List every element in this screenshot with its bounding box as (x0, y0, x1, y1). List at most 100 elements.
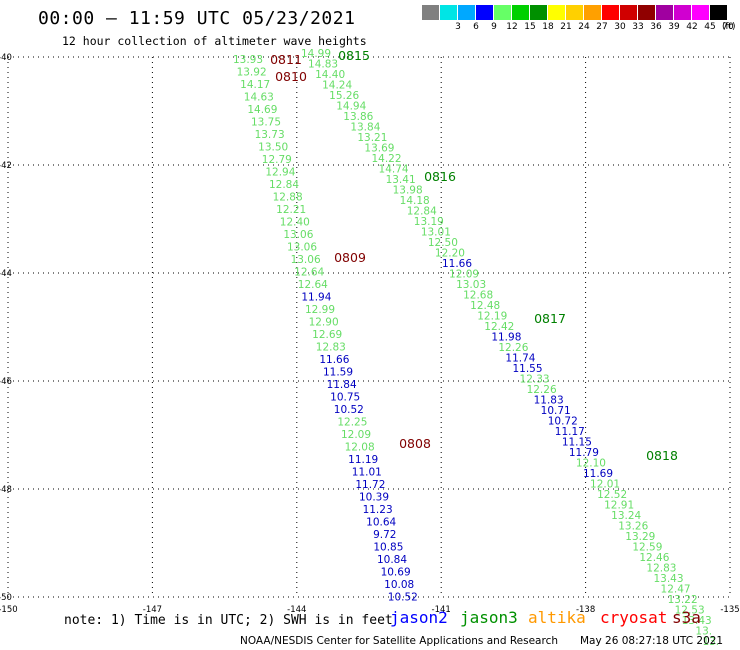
wave-height-value: 13.93 (233, 54, 263, 66)
wave-height-value: 11.72 (355, 479, 385, 491)
lon-tick-label: -147 (143, 605, 162, 615)
legend-swatch (674, 5, 691, 20)
wave-height-value: 10.52 (388, 592, 418, 604)
wave-height-value: 13.26 (618, 521, 648, 533)
wave-height-value: 13.41 (386, 174, 416, 186)
pass-time-label: 0815 (338, 48, 370, 63)
wave-height-value: 14.94 (336, 101, 366, 113)
wave-height-value: 14.99 (301, 48, 331, 60)
wave-height-value: 11.84 (327, 379, 357, 391)
wave-height-value: 12.52 (597, 489, 627, 501)
legend-tick-label: 33 (632, 22, 644, 32)
wave-height-value: 13.92 (237, 67, 267, 79)
pass-time-label: 0808 (399, 436, 431, 451)
wave-height-value: 12.01 (590, 479, 620, 491)
wave-height-value: 10.69 (381, 567, 411, 579)
wave-height-value: 13.22 (668, 594, 698, 606)
wave-height-value: 13.98 (393, 185, 423, 197)
wave-height-value: 12.42 (484, 321, 514, 333)
wave-height-value: 11.23 (363, 504, 393, 516)
wave-height-value: 11.94 (301, 292, 331, 304)
wave-height-value: 12.09 (341, 429, 371, 441)
legend-swatch (638, 5, 655, 20)
satellite-label-s3a: s3a (672, 608, 701, 627)
legend-tick-label: 15 (524, 22, 536, 32)
wave-height-value: 11.17 (555, 426, 585, 438)
wave-height-value: 13.01 (421, 227, 451, 239)
wave-height-value: 12.91 (604, 500, 634, 512)
wave-height-value: 12.19 (477, 311, 507, 323)
wave-height-value: 13.43 (653, 573, 683, 585)
wave-height-value: 12.21 (276, 204, 306, 216)
wave-height-value: 14.17 (240, 79, 270, 91)
wave-height-value: 12.83 (646, 563, 676, 575)
legend-swatch (530, 5, 547, 20)
satellite-label-jason2: jason2 (390, 608, 448, 627)
wave-height-value: 9.72 (373, 529, 396, 541)
legend-unit: (ft) (722, 22, 736, 32)
legend-swatch (656, 5, 673, 20)
wave-height-value: 13.24 (611, 510, 641, 522)
wave-height-value: 11.15 (562, 437, 592, 449)
lat-tick-label: -42 (0, 161, 12, 171)
legend-swatch (440, 5, 457, 20)
lat-tick-label: -48 (0, 485, 12, 495)
wave-height-value: 12.84 (269, 179, 299, 191)
pass-time-label: 0817 (534, 311, 566, 326)
footer-timestamp: May 26 08:27:18 UTC 2021 (580, 635, 724, 647)
wave-height-value: 12.08 (345, 442, 375, 454)
wave-height-value: 12.50 (428, 237, 458, 249)
wave-height-value: 12.84 (407, 206, 437, 218)
legend-tick-label: 39 (668, 22, 680, 32)
wave-height-value: 14.83 (308, 59, 338, 71)
footer-note: note: 1) Time is in UTC; 2) SWH is in fe… (64, 613, 393, 628)
wave-height-value: 10.64 (366, 517, 396, 529)
wave-height-value: 13.43 (682, 615, 712, 627)
legend-tick-label: 30 (614, 22, 626, 32)
wave-height-value: 11.98 (491, 332, 521, 344)
satellite-label-cryosat: cryosat (600, 608, 668, 627)
legend-swatch (602, 5, 619, 20)
wave-height-value: 12.79 (262, 154, 292, 166)
wave-height-value: 13.03 (456, 279, 486, 291)
wave-height-value: 14.22 (371, 153, 401, 165)
pass-time-label: 0809 (334, 250, 366, 265)
wave-height-value: 14.18 (400, 195, 430, 207)
wave-height-value: 15.26 (329, 90, 359, 102)
wave-height-value: 12.69 (312, 329, 342, 341)
wave-height-value: 10.72 (548, 416, 578, 428)
legend-swatch (620, 5, 637, 20)
legend-swatch (566, 5, 583, 20)
legend-tick-label: 27 (596, 22, 608, 32)
lon-tick-label: -150 (0, 605, 18, 615)
wave-height-value: 12.26 (498, 342, 528, 354)
pass-time-label: 0816 (424, 169, 456, 184)
legend-swatch (458, 5, 475, 20)
wave-height-value: 12.46 (639, 552, 669, 564)
wave-height-value: 14.74 (379, 164, 409, 176)
wave-height-value: 12.64 (298, 279, 328, 291)
legend-swatch (512, 5, 529, 20)
wave-height-value: 12.25 (337, 417, 367, 429)
wave-height-value: 11.19 (348, 454, 378, 466)
lat-tick-label: -50 (0, 593, 12, 603)
wave-height-value: 12.10 (576, 458, 606, 470)
wave-height-value: 10.84 (377, 554, 407, 566)
wave-height-value: 11.66 (442, 258, 472, 270)
wave-height-value: 13.50 (258, 142, 288, 154)
wave-height-value: 12.90 (309, 317, 339, 329)
wave-height-value: 12.47 (661, 584, 691, 596)
wave-height-value: 13.75 (251, 117, 281, 129)
wave-height-value: 13.84 (350, 122, 380, 134)
lon-tick-label: -144 (287, 605, 306, 615)
legend-tick-label: 3 (455, 22, 461, 32)
wave-height-value: 10.71 (541, 405, 571, 417)
wave-height-value: 11.59 (323, 367, 353, 379)
wave-height-value: 12.26 (527, 384, 557, 396)
legend-swatch (494, 5, 511, 20)
legend-tick-label: 21 (560, 22, 572, 32)
lon-tick-label: -141 (432, 605, 451, 615)
lat-tick-label: -40 (0, 53, 12, 63)
legend-tick-label: 42 (686, 22, 698, 32)
